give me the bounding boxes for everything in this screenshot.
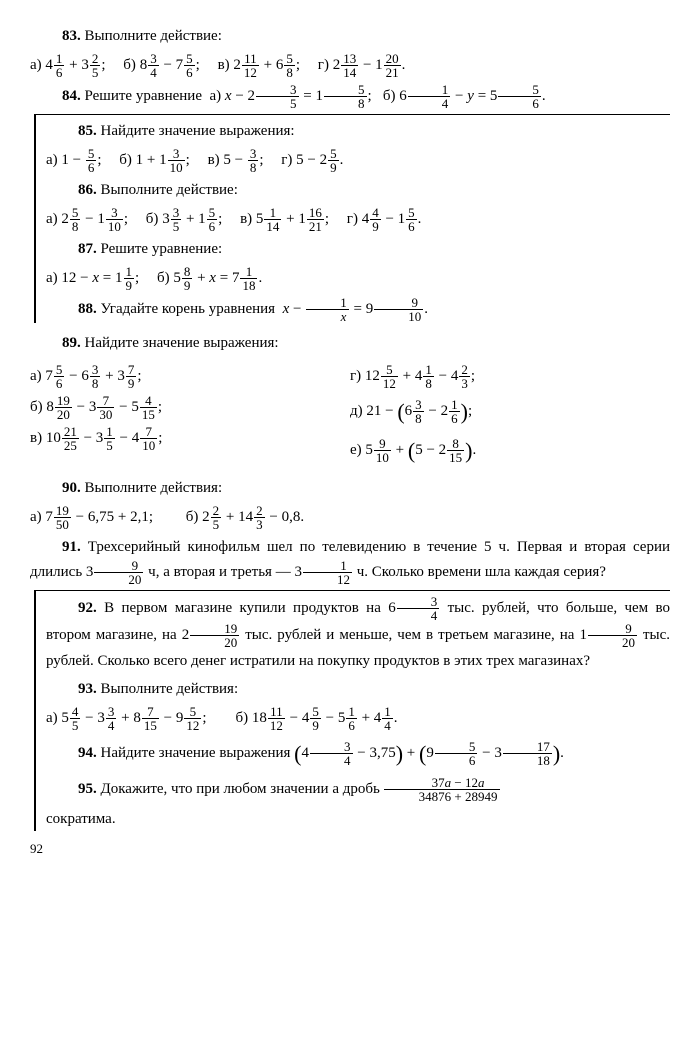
p89-title: 89. Найдите значение выражения: (30, 331, 670, 355)
p91: 91. Трехсерийный кинофильм шел по телеви… (30, 535, 670, 586)
block-85-88: 85. Найдите значение выражения: а) 1 − 5… (34, 114, 670, 323)
p90-title: 90. Выполните действия: (30, 476, 670, 500)
page-number: 92 (30, 839, 670, 860)
p90-body: а) 71950 − 6,75 + 2,1; б) 225 + 1423 − 0… (30, 504, 670, 531)
p89-body: а) 756 − 638 + 379; б) 81920 − 3730 − 54… (30, 359, 670, 472)
p83-title: 83. Выполните действие: (30, 24, 670, 48)
block-92-95: 92. В первом магазине купили продуктов н… (34, 590, 670, 830)
p83-body: а) 416 + 325; б) 834 − 756; в) 21112 + 6… (30, 52, 670, 79)
p84: 84. Решите уравнение а) x − 235 = 158; б… (30, 83, 670, 110)
